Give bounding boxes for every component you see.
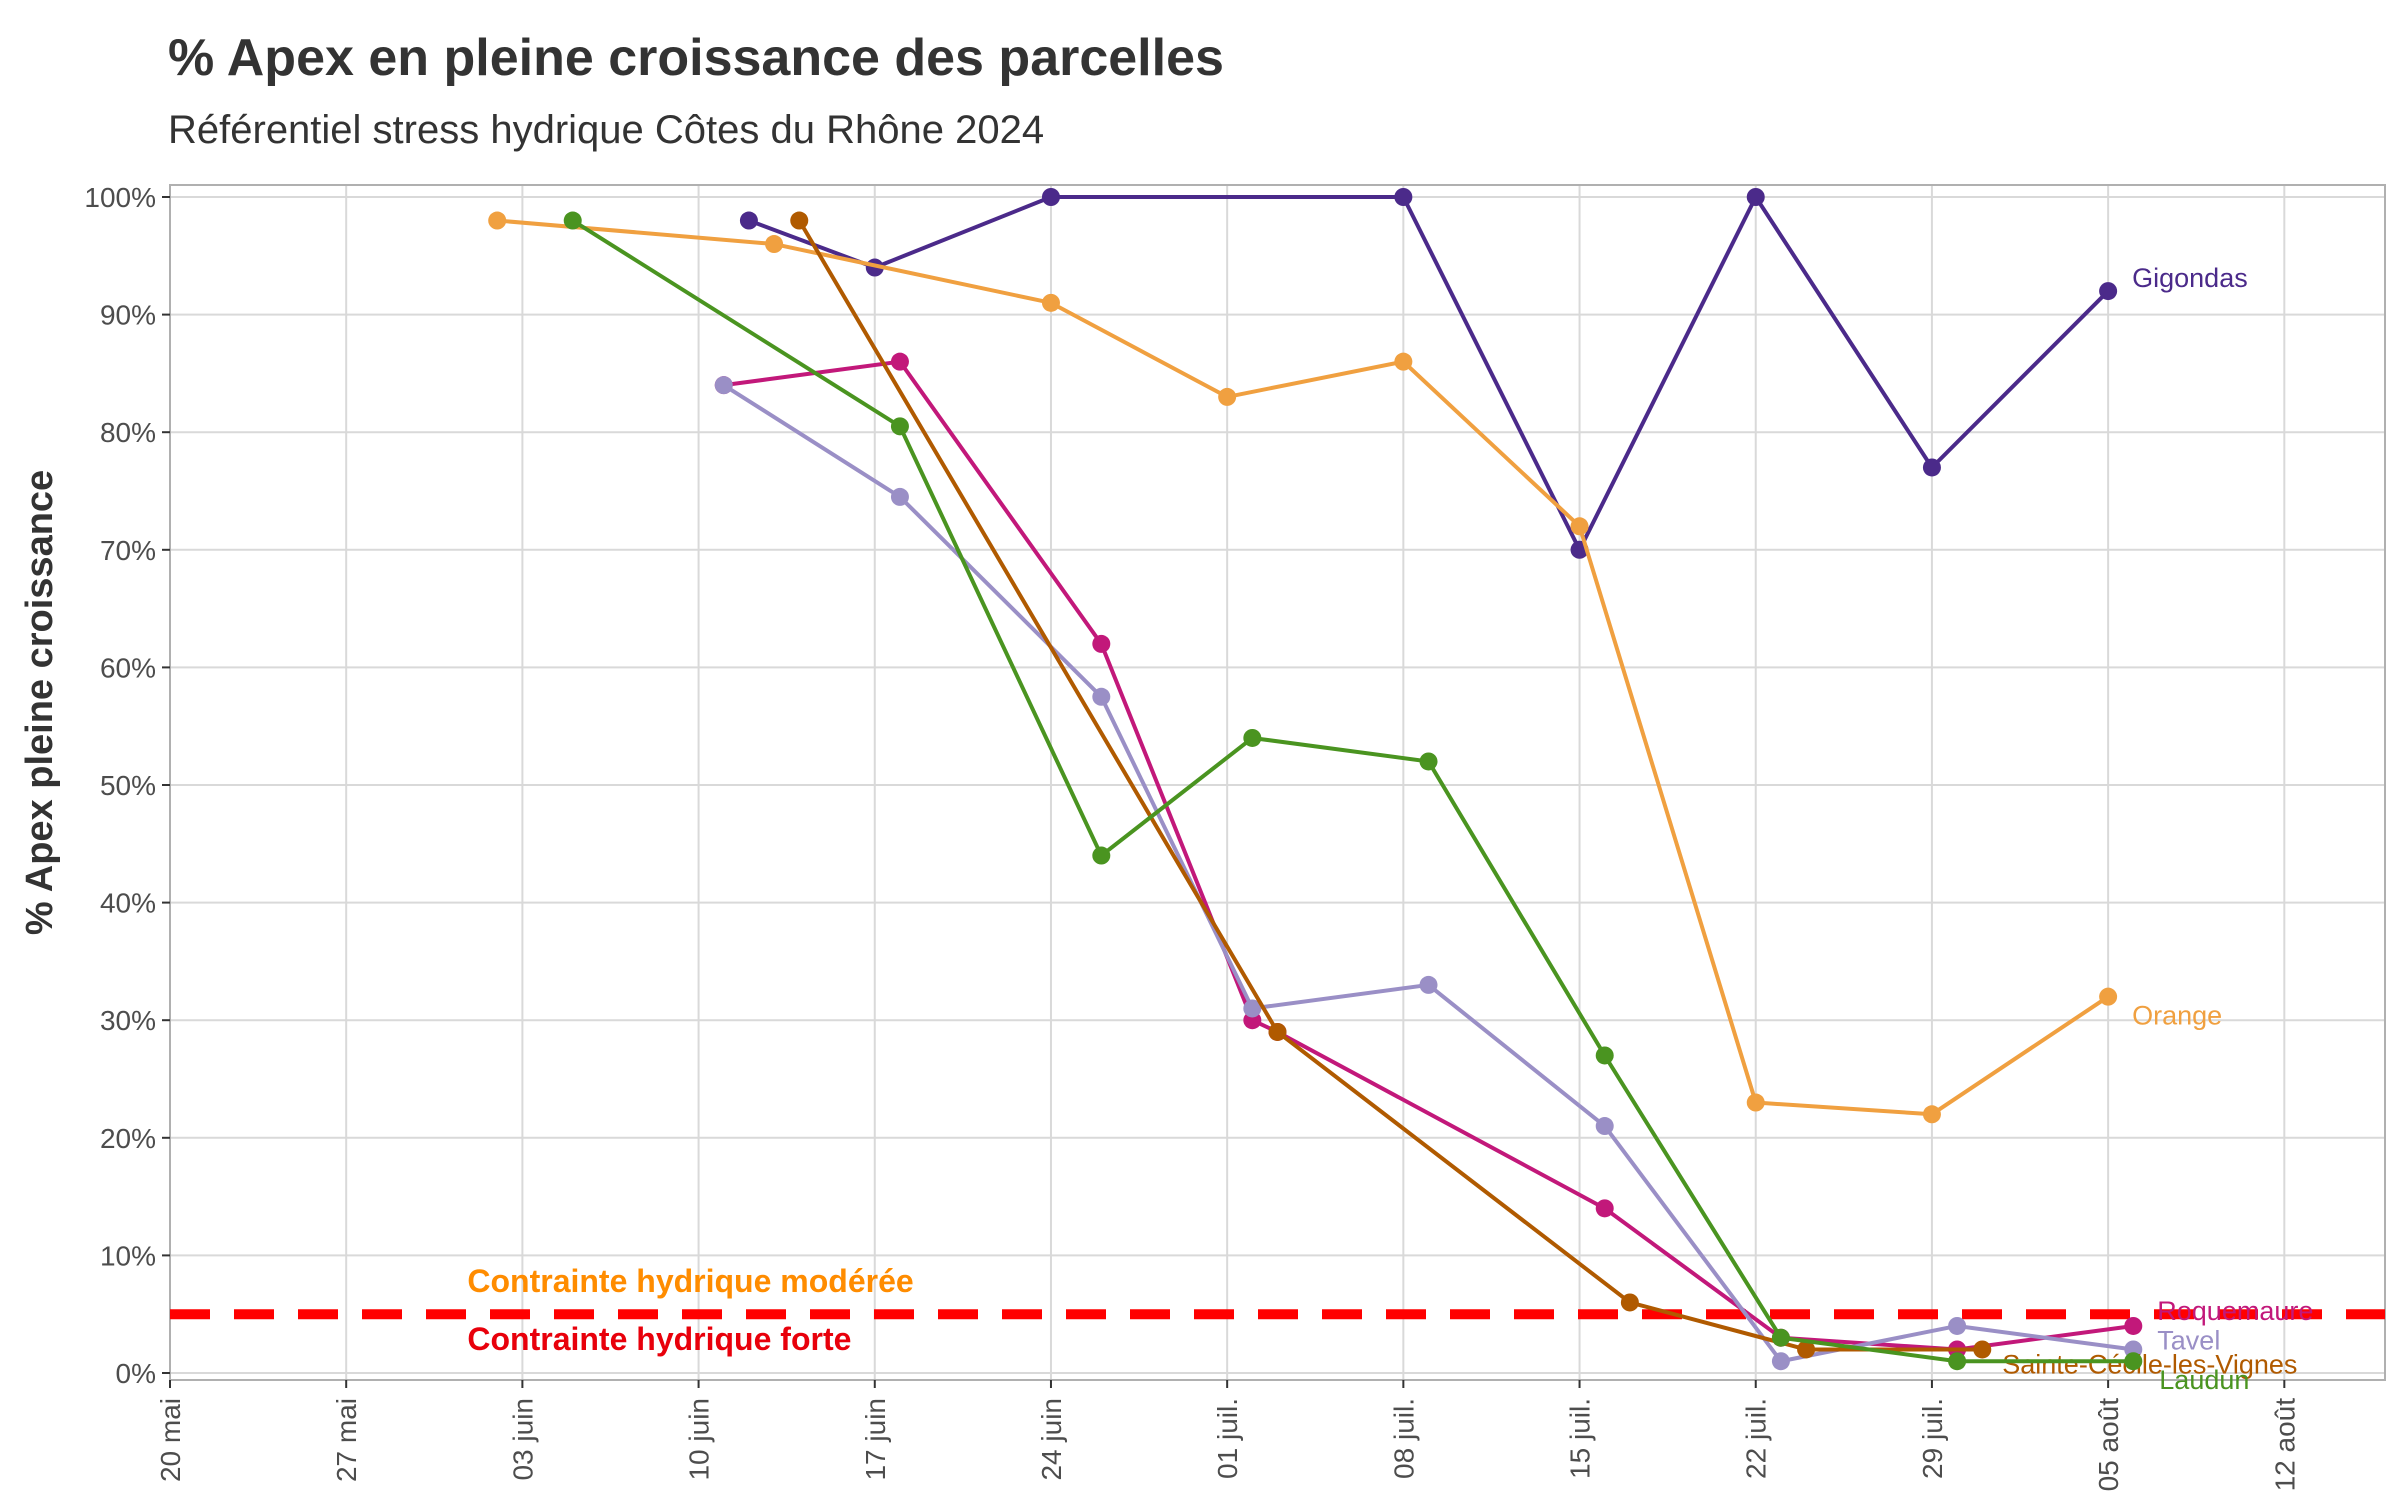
y-tick-label: 20% [100, 1123, 156, 1154]
series-label: Gigondas [2132, 263, 2248, 293]
data-point [1746, 1093, 1765, 1112]
x-tick-label: 10 juin [684, 1398, 715, 1481]
x-tick-label: 24 juin [1036, 1398, 1067, 1481]
data-point [1973, 1340, 1992, 1359]
y-tick-label: 30% [100, 1005, 156, 1036]
y-axis: 0% 10% 20% 30% 40% 50% 60% 70% 80% 90% 100% [84, 182, 170, 1389]
data-point [2124, 1316, 2143, 1335]
threshold-label-strong: Contrainte hydrique forte [467, 1321, 851, 1357]
data-point [1922, 1105, 1941, 1124]
data-point [1268, 1022, 1287, 1041]
series-label: Tavel [2157, 1325, 2220, 1355]
x-tick-label: 22 juil. [1741, 1398, 1772, 1479]
chart-subtitle: Référentiel stress hydrique Côtes du Rhô… [168, 108, 1045, 152]
series-label: Orange [2132, 1001, 2222, 1031]
data-point [1218, 387, 1237, 406]
x-tick-label: 27 mai [331, 1398, 362, 1482]
x-tick-label: 05 août [2093, 1398, 2124, 1492]
data-point [1797, 1340, 1816, 1359]
data-point [1922, 458, 1941, 477]
data-point [1243, 728, 1262, 747]
data-point [488, 211, 507, 230]
y-tick-label: 40% [100, 888, 156, 919]
series-orange: Orange [488, 211, 2222, 1124]
data-point [1595, 1117, 1614, 1136]
x-tick-label: 29 juil. [1917, 1398, 1948, 1479]
data-point [2099, 987, 2118, 1006]
data-point [1092, 846, 1111, 865]
x-tick-label: 12 août [2269, 1398, 2300, 1492]
x-tick-label: 01 juil. [1212, 1398, 1243, 1479]
series-roquemaure: Roquemaure [714, 352, 2313, 1359]
series-line [722, 383, 2134, 1364]
data-point [890, 352, 909, 371]
data-point [1394, 188, 1413, 206]
series-line [748, 195, 2110, 552]
data-point [1394, 352, 1413, 371]
series-label: Sainte-Cécile-les-Vignes [2002, 1349, 2297, 1379]
x-tick-label: 08 juil. [1388, 1398, 1419, 1479]
threshold-group: Contrainte hydrique modérée Contrainte h… [170, 1263, 2385, 1357]
data-point [890, 487, 909, 506]
y-tick-label: 0% [116, 1358, 156, 1389]
data-point [765, 235, 784, 254]
y-tick-label: 60% [100, 652, 156, 683]
series-label: Laudun [2159, 1365, 2249, 1395]
y-axis-label: % Apex pleine croissance [19, 470, 61, 935]
x-axis: 20 mai 27 mai 03 juin 10 juin 17 juin 24 juin… [155, 1380, 2300, 1491]
data-point [714, 376, 733, 395]
data-point [1948, 1352, 1967, 1371]
data-point [1620, 1293, 1639, 1312]
data-point [890, 417, 909, 436]
data-point [1243, 999, 1262, 1018]
data-point [790, 211, 809, 230]
data-point [1595, 1046, 1614, 1065]
x-tick-label: 03 juin [507, 1398, 538, 1481]
y-tick-label: 10% [100, 1240, 156, 1271]
data-point [1771, 1328, 1790, 1347]
data-point [739, 211, 758, 230]
data-point [1041, 293, 1060, 312]
data-point [1570, 517, 1589, 536]
y-tick-label: 70% [100, 535, 156, 566]
data-point [1746, 188, 1765, 206]
series-line [723, 359, 2134, 1352]
x-tick-label: 15 juil. [1565, 1398, 1596, 1479]
grid-lines [169, 185, 2385, 1380]
data-point [2099, 282, 2118, 301]
chart-title: % Apex en pleine croissance des parcelle… [168, 29, 1224, 87]
data-point [1092, 634, 1111, 653]
threshold-label-moderate: Contrainte hydrique modérée [467, 1263, 913, 1299]
data-point [1771, 1352, 1790, 1371]
y-tick-label: 90% [100, 300, 156, 331]
x-tick-label: 20 mai [155, 1398, 186, 1482]
y-tick-label: 100% [84, 182, 156, 213]
x-tick-label: 17 juin [860, 1398, 891, 1481]
data-point [1041, 188, 1060, 206]
data-point [1092, 687, 1111, 706]
data-point [563, 211, 582, 230]
series-tavel: Tavel [714, 376, 2220, 1371]
data-point [1419, 975, 1438, 994]
series-line [571, 218, 2134, 1364]
series-label: Roquemaure [2157, 1296, 2313, 1326]
data-point [1948, 1316, 1967, 1335]
data-point [1419, 752, 1438, 771]
series-sainte-c-cile-les-vignes: Sainte-Cécile-les-Vignes [790, 211, 2297, 1379]
plot-panel-border [169, 184, 2386, 1381]
series-laudun: Laudun [563, 211, 2249, 1395]
series-group: Gigondas Orange RoquemaureTavelSainte-Céci… [488, 188, 2313, 1395]
y-tick-label: 80% [100, 417, 156, 448]
data-point [1595, 1199, 1614, 1218]
data-point [2124, 1352, 2143, 1371]
y-tick-label: 50% [100, 770, 156, 801]
